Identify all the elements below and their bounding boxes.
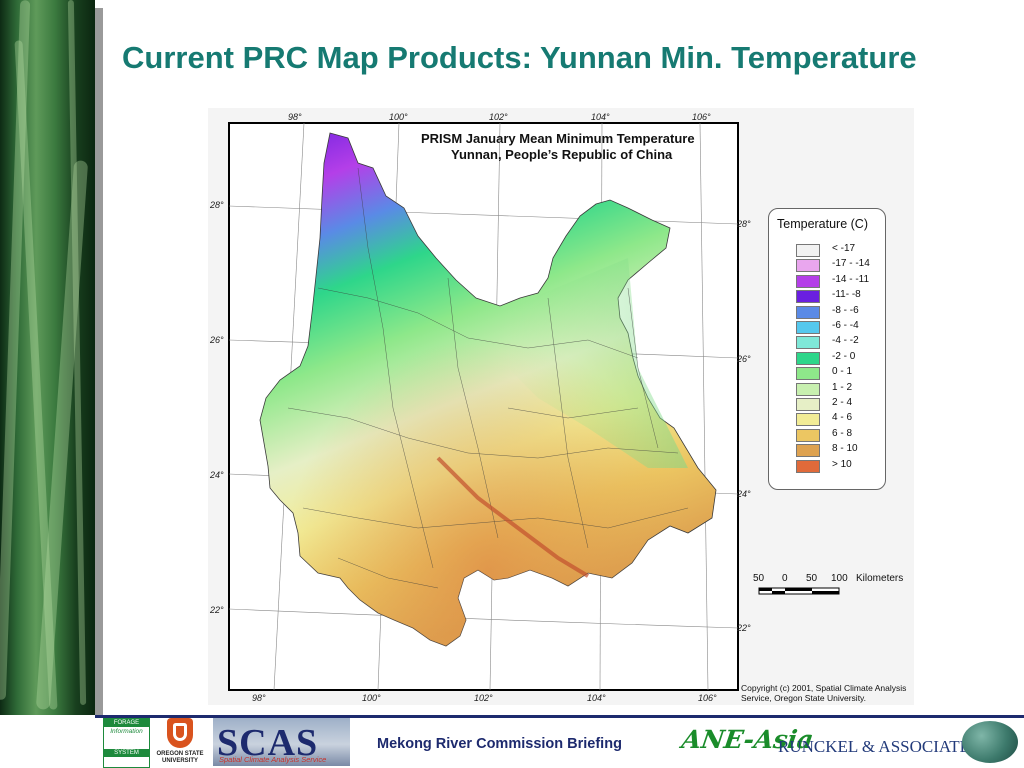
osu-logo-text: UNIVERSITY <box>161 758 198 764</box>
legend-item: 4 - 6 <box>796 412 881 427</box>
legend-item: -14 - -11 <box>796 273 881 288</box>
legend-label: 2 - 4 <box>832 397 853 408</box>
legend-item: < -17 <box>796 243 881 257</box>
legend-swatch <box>796 244 820 257</box>
legend-label: -2 - 0 <box>832 350 856 362</box>
copyright-notice: Copyright (c) 2001, Spatial Climate Anal… <box>741 683 907 703</box>
map-title-line1: PRISM January Mean Minimum Temperature <box>421 131 695 146</box>
map-figure: PRISM January Mean Minimum Temperature Y… <box>208 108 914 705</box>
lon-label-top: 100° <box>389 112 408 122</box>
footer-text: Mekong River Commission Briefing <box>377 736 622 752</box>
legend-item: -17 - -14 <box>796 258 881 273</box>
legend-swatch <box>796 413 820 427</box>
lat-label-left: 28° <box>209 200 224 210</box>
map-svg: PRISM January Mean Minimum Temperature Y… <box>209 112 840 703</box>
yunnan-province <box>259 132 717 647</box>
osu-shield-icon <box>167 718 193 748</box>
legend-swatch <box>796 428 820 442</box>
lon-label-top: 104° <box>591 112 610 122</box>
legend-swatch <box>796 398 820 411</box>
legend-label: -8 - -6 <box>832 304 859 316</box>
legend-swatch <box>796 321 820 334</box>
lon-label-top: 98° <box>288 112 302 122</box>
legend-item: -6 - -4 <box>796 320 881 334</box>
legend-label: -17 - -14 <box>832 258 870 270</box>
legend-item: -2 - 0 <box>796 350 881 365</box>
legend-item: 2 - 4 <box>796 397 881 411</box>
lon-label-top: 102° <box>489 112 508 122</box>
legend-label: 0 - 1 <box>832 366 853 378</box>
forage-logo-text: SYSTEM <box>104 749 149 757</box>
scale-tick: 50 <box>806 573 818 584</box>
legend-label: > 10 <box>832 458 852 470</box>
osu-logo: OREGON STATE UNIVERSITY <box>152 718 208 766</box>
scas-logo-subtitle: Spatial Climate Analysis Service <box>219 755 327 764</box>
lon-label-bottom: 100° <box>362 693 381 703</box>
legend-item: 6 - 8 <box>796 427 881 442</box>
legend-label: -11- -8 <box>832 289 861 301</box>
legend-item: -4 - -2 <box>796 335 881 350</box>
legend-item: 0 - 1 <box>796 366 881 381</box>
scas-logo: SCAS Spatial Climate Analysis Service <box>213 718 350 766</box>
scale-tick: 0 <box>782 573 788 584</box>
lat-label-right: 22° <box>736 623 751 633</box>
legend-item: -11- -8 <box>796 289 881 304</box>
runckel-logo-text: RUNCKEL & ASSOCIATES <box>778 737 980 756</box>
lon-label-top: 106° <box>692 112 711 122</box>
lat-label-left: 24° <box>209 470 224 480</box>
forage-logo: FORAGE Information SYSTEM <box>103 718 150 768</box>
lon-label-bottom: 104° <box>587 693 606 703</box>
globe-icon <box>962 721 1018 763</box>
legend-item: > 10 <box>796 458 881 473</box>
slide-title: Current PRC Map Products: Yunnan Min. Te… <box>122 40 917 75</box>
map-title-line2: Yunnan, People’s Republic of China <box>451 147 673 162</box>
legend-item: 8 - 10 <box>796 443 881 458</box>
legend-label: -14 - -11 <box>832 273 870 285</box>
legend-title: Temperature (C) <box>777 217 868 231</box>
legend-swatch <box>796 351 820 365</box>
scale-tick: 100 <box>831 573 848 584</box>
grass-divider <box>95 8 103 715</box>
lat-label-right: 28° <box>736 219 751 229</box>
scas-logo-text: SCAS <box>217 722 319 764</box>
legend-label: < -17 <box>832 243 856 254</box>
legend-label: 1 - 2 <box>832 381 853 393</box>
lat-label-left: 26° <box>209 335 224 345</box>
osu-logo-text: OREGON STATE <box>156 751 204 757</box>
legend-swatch <box>796 259 820 273</box>
lat-label-left: 22° <box>209 605 224 615</box>
legend-swatch <box>796 382 820 396</box>
legend-swatch <box>796 290 820 304</box>
legend-swatch <box>796 336 820 350</box>
temperature-legend: Temperature (C) < -17 -17 - -14 -14 - -11 -… <box>768 208 886 490</box>
footer-divider <box>95 715 1024 718</box>
lon-label-bottom: 106° <box>698 693 717 703</box>
forage-logo-text: FORAGE <box>104 719 149 727</box>
lon-label-bottom: 98° <box>252 693 266 703</box>
legend-swatch <box>796 274 820 288</box>
legend-label: -4 - -2 <box>832 335 859 347</box>
scale-unit: Kilometers <box>856 573 904 584</box>
forage-logo-text: Information <box>110 728 143 735</box>
legend-swatch <box>796 444 820 458</box>
scale-bar <box>758 587 840 595</box>
grass-background <box>0 0 95 715</box>
legend-swatch <box>796 459 820 473</box>
legend-item: -8 - -6 <box>796 304 881 319</box>
legend-label: 4 - 6 <box>832 412 853 424</box>
scale-tick: 50 <box>753 573 765 584</box>
lon-label-bottom: 102° <box>474 693 493 703</box>
legend-swatch <box>796 305 820 319</box>
legend-label: 6 - 8 <box>832 427 853 439</box>
lat-label-right: 24° <box>736 489 751 499</box>
legend-swatch <box>796 367 820 381</box>
legend-label: 8 - 10 <box>832 443 858 455</box>
legend-label: -6 - -4 <box>832 320 859 331</box>
lat-label-right: 26° <box>736 354 751 364</box>
legend-item: 1 - 2 <box>796 381 881 396</box>
